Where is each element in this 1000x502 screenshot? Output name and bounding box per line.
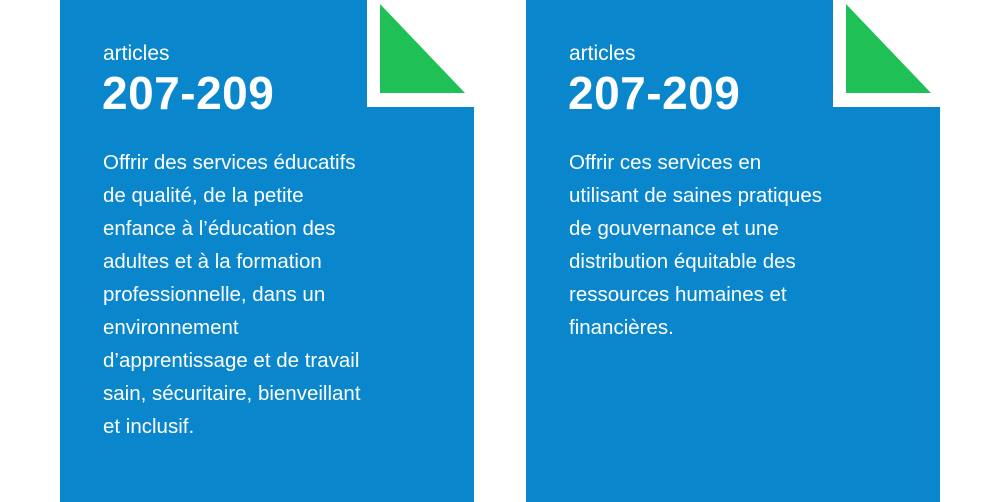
body-line: adultes et à la formation <box>103 250 322 273</box>
card-body: Offrir des services éducatifs de qualité… <box>103 146 361 443</box>
info-card-2: articles 207-209 Offrir ces services en … <box>526 0 940 502</box>
body-line: enfance à l’éducation des <box>103 217 336 240</box>
body-line: d’apprentissage et de travail <box>103 349 360 372</box>
card-label: articles <box>569 42 636 65</box>
card-body: Offrir ces services en utilisant de sain… <box>569 146 822 344</box>
body-line: professionnelle, dans un <box>103 283 326 306</box>
body-line: Offrir ces services en <box>569 151 762 174</box>
body-line: sain, sécuritaire, bienveillant <box>103 382 361 405</box>
body-line: et inclusif. <box>103 415 195 438</box>
body-line: Offrir des services éducatifs <box>103 151 356 174</box>
body-line: environnement <box>103 316 239 339</box>
info-card-1: articles 207-209 Offrir des services édu… <box>60 0 474 502</box>
body-line: financières. <box>569 316 674 339</box>
card-article-number: 207-209 <box>102 67 275 119</box>
card-label: articles <box>103 42 170 65</box>
body-line: distribution équitable des <box>569 250 796 273</box>
body-line: utilisant de saines pratiques <box>569 184 822 207</box>
body-line: ressources humaines et <box>569 283 787 306</box>
body-line: de gouvernance et une <box>569 217 779 240</box>
card-article-number: 207-209 <box>568 67 741 119</box>
body-line: de qualité, de la petite <box>103 184 304 207</box>
